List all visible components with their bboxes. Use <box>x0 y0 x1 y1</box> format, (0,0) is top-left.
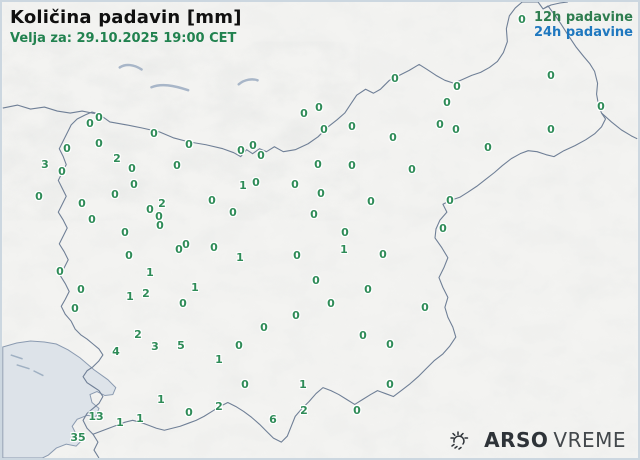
logo-arso: ARSO <box>484 428 549 452</box>
weather-sketch-icon <box>450 431 469 450</box>
header: Količina padavin [mm] Velja za: 29.10.20… <box>10 7 242 47</box>
austria-hungary-border <box>542 2 568 10</box>
logo-text: ARSO VREME <box>484 428 626 452</box>
lakes <box>118 63 259 92</box>
alps-shading <box>2 41 360 221</box>
toggle-24h-precipitation[interactable]: 24h padavine <box>533 25 633 40</box>
hungary-croatia-border <box>601 112 638 140</box>
layer-legend: 12h padavine 24h padavine <box>534 10 633 40</box>
slovenia-border <box>57 2 607 443</box>
logo-vreme: VREME <box>553 428 626 452</box>
toggle-12h-precipitation[interactable]: 12h padavine <box>533 10 633 25</box>
italy-austria-border <box>2 104 100 115</box>
arso-vreme-logo[interactable]: ARSO VREME <box>446 428 626 452</box>
harbor-marks <box>10 354 44 377</box>
istria-border <box>92 433 100 458</box>
valid-time-label: Velja za: 29.10.2025 19:00 CET <box>10 30 237 46</box>
page-title: Količina padavin [mm] <box>10 7 242 28</box>
